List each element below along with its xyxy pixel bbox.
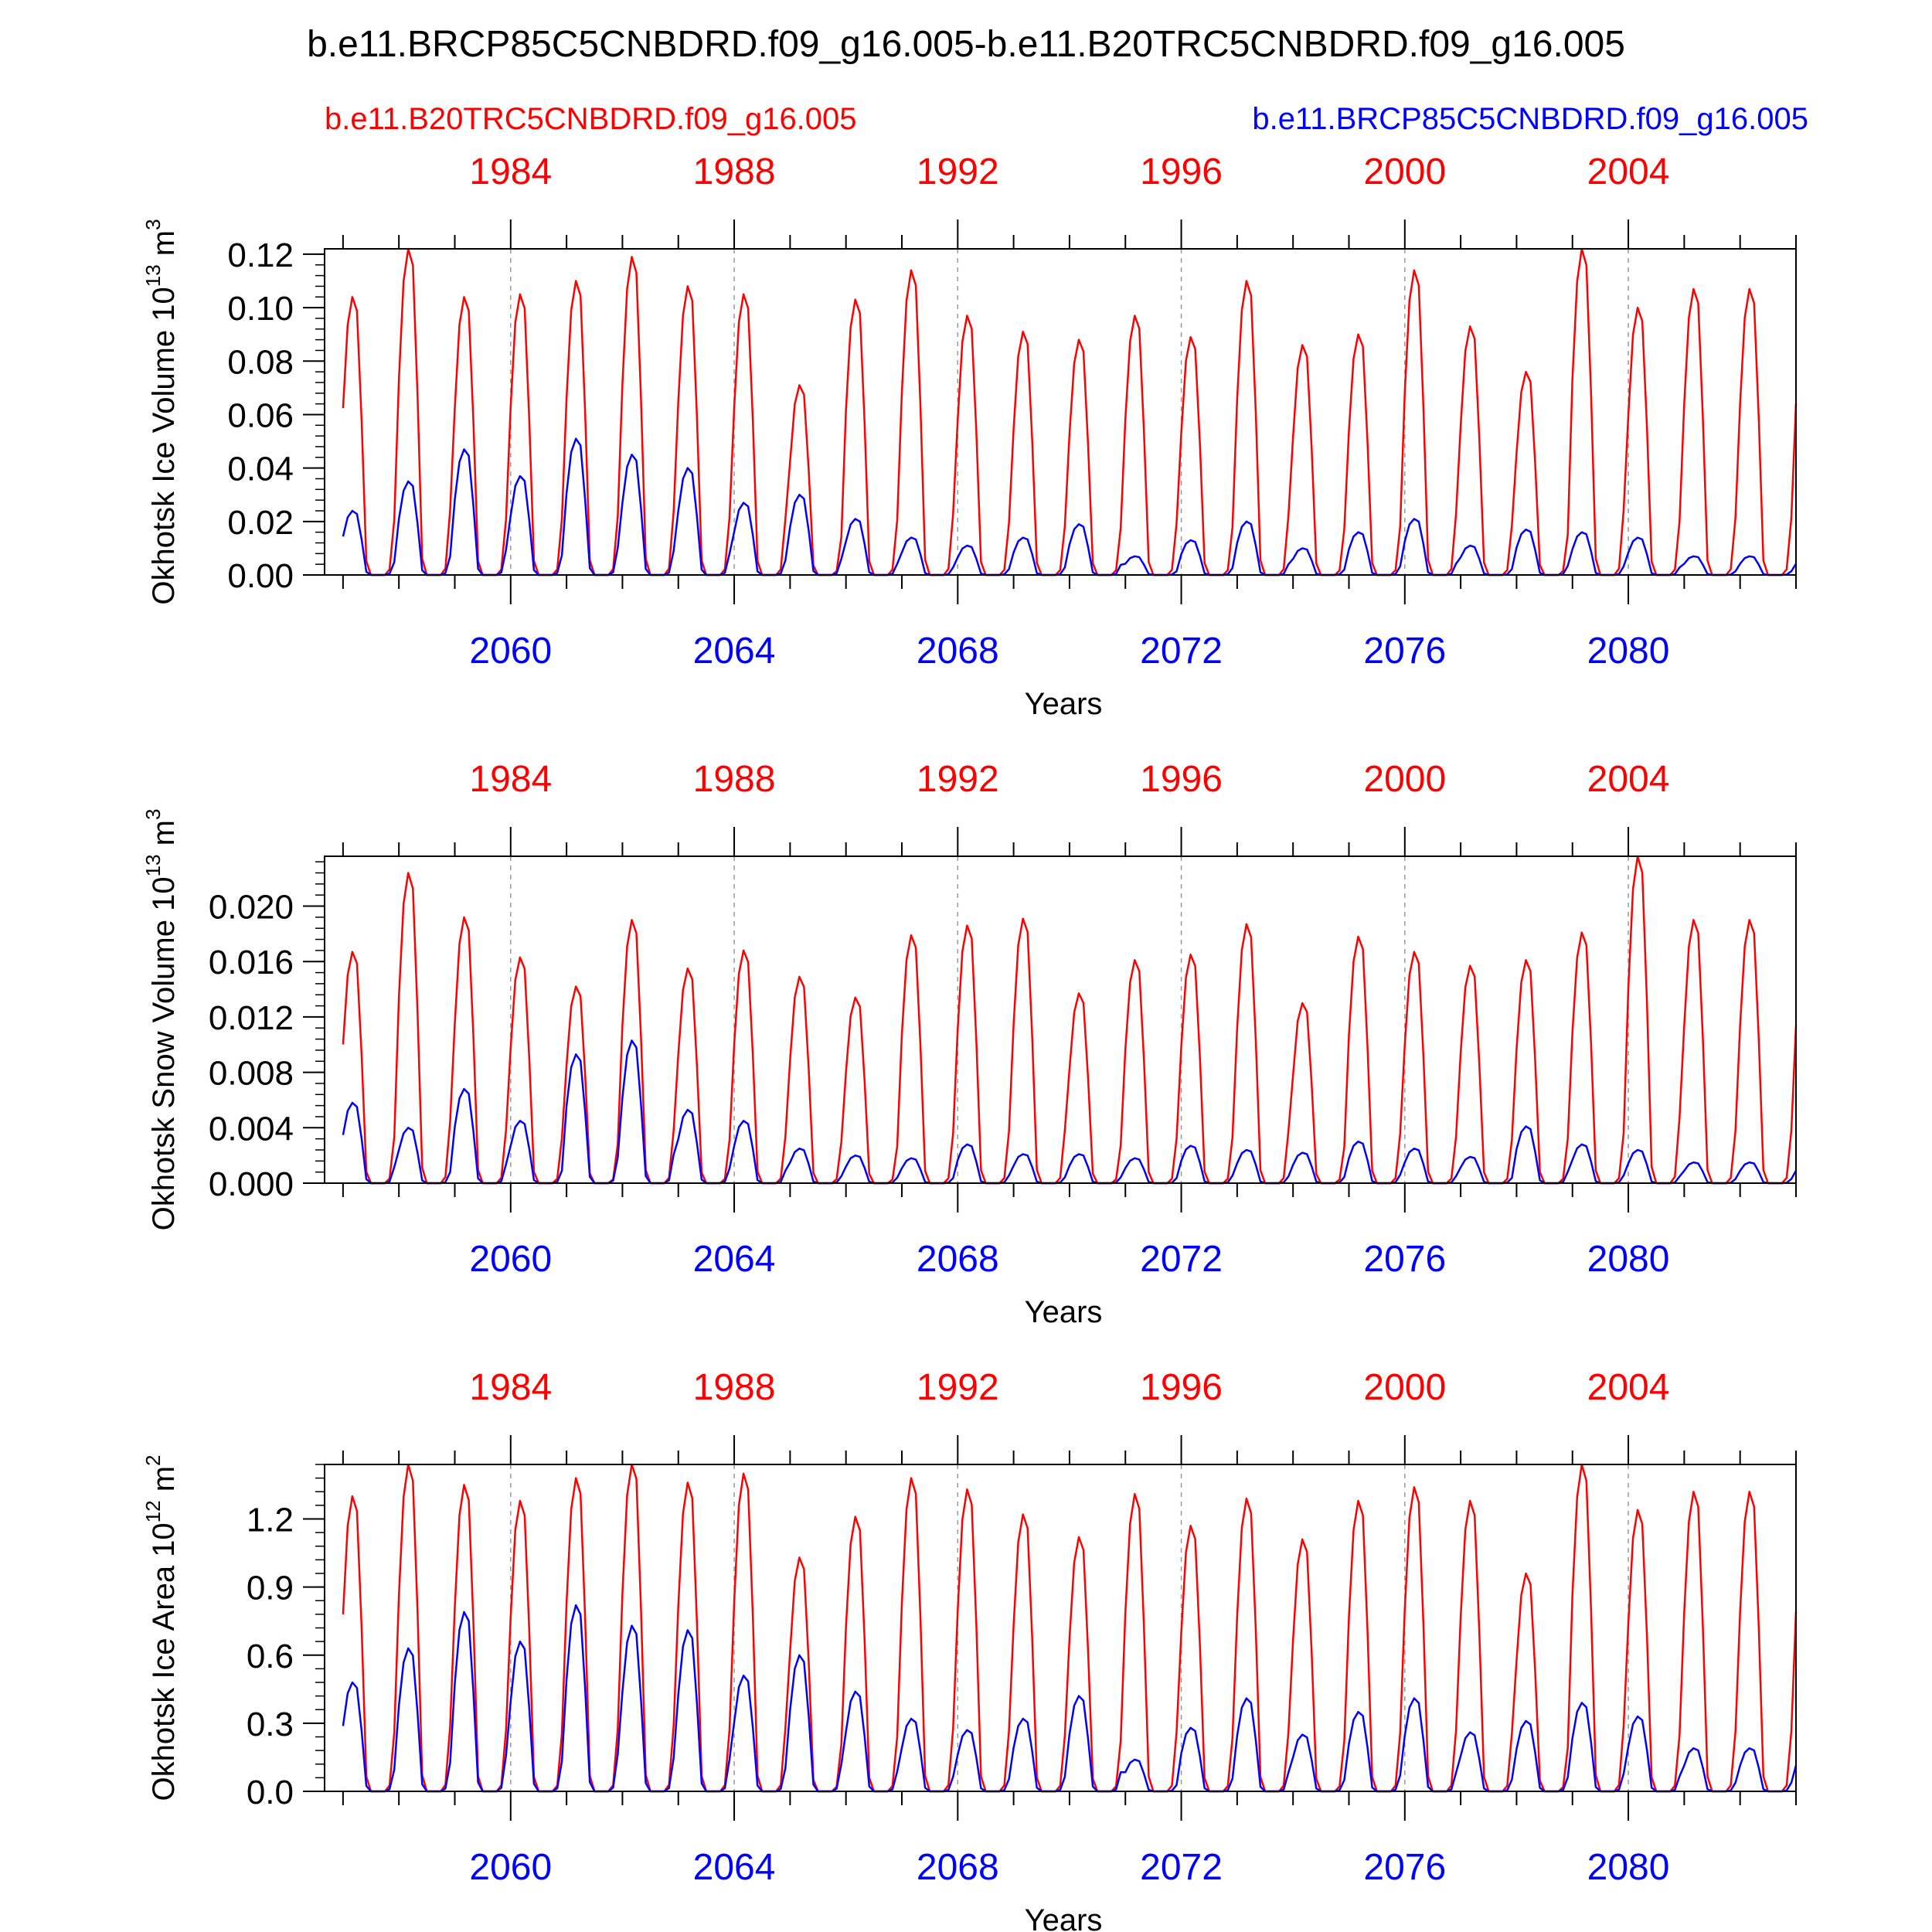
y-tick-label: 0.06 bbox=[227, 396, 294, 434]
y-tick-label: 0.9 bbox=[247, 1570, 294, 1607]
y-tick-label: 0.012 bbox=[209, 999, 294, 1037]
top-axis-year-label: 1984 bbox=[469, 759, 552, 800]
y-tick-label: 0.004 bbox=[209, 1110, 294, 1148]
y-tick-label: 0.008 bbox=[209, 1055, 294, 1093]
bottom-axis-year-label: 2076 bbox=[1363, 1239, 1446, 1280]
bottom-axis-year-label: 2068 bbox=[917, 631, 999, 672]
y-tick-label: 0.020 bbox=[209, 889, 294, 927]
y-tick-label: 0.016 bbox=[209, 944, 294, 981]
y-tick-label: 0.02 bbox=[227, 504, 294, 542]
panel-ice-area: 0.0 0.3 0.6 0.9 1.2 Okhotsk Ice Area 1012 m2 1… bbox=[141, 1367, 1798, 1932]
top-axis-year-label: 1988 bbox=[693, 1367, 776, 1408]
bottom-axis-year-label: 2080 bbox=[1587, 1239, 1670, 1280]
series-line-historical bbox=[342, 247, 1798, 577]
bottom-axis-year-label: 2076 bbox=[1363, 1847, 1446, 1888]
bottom-axis-year-label: 2060 bbox=[469, 1847, 552, 1888]
y-tick-label: 0.3 bbox=[247, 1706, 294, 1743]
x-axis-label: Years bbox=[1025, 1903, 1103, 1932]
top-axis-year-label: 2004 bbox=[1587, 151, 1670, 192]
top-axis-year-label: 1988 bbox=[693, 151, 776, 192]
plot-frame bbox=[324, 1464, 1797, 1792]
y-axis-label: Okhotsk Ice Volume 1013 m3 bbox=[141, 219, 181, 604]
y-tick-label: 0.04 bbox=[227, 451, 294, 488]
bottom-axis-year-label: 2064 bbox=[693, 1847, 776, 1888]
top-axis-year-label: 1984 bbox=[469, 151, 552, 192]
plot-frame bbox=[324, 855, 1797, 1184]
bottom-axis-year-label: 2072 bbox=[1140, 631, 1223, 672]
bottom-axis-year-label: 2060 bbox=[469, 1239, 552, 1280]
top-axis-year-label: 1988 bbox=[693, 759, 776, 800]
y-tick-label: 0.6 bbox=[247, 1638, 294, 1675]
y-tick-label: 0.00 bbox=[227, 557, 294, 595]
top-axis-year-label: 1996 bbox=[1140, 1367, 1223, 1408]
top-axis-year-label: 2004 bbox=[1587, 759, 1670, 800]
legend-future-label: b.e11.BRCP85C5CNBDRD.f09_g16.005 bbox=[1252, 102, 1808, 136]
top-axis-year-label: 1992 bbox=[917, 1367, 999, 1408]
y-tick-label: 0.12 bbox=[227, 236, 294, 274]
series-line-future bbox=[342, 437, 1798, 577]
y-tick-label: 0.000 bbox=[209, 1165, 294, 1203]
bottom-axis-year-label: 2072 bbox=[1140, 1239, 1223, 1280]
top-axis-year-label: 1984 bbox=[469, 1367, 552, 1408]
top-axis-year-label: 1992 bbox=[917, 151, 999, 192]
bottom-axis-year-label: 2080 bbox=[1587, 631, 1670, 672]
bottom-axis-year-label: 2064 bbox=[693, 1239, 776, 1280]
y-axis-label: Okhotsk Snow Volume 1013 m3 bbox=[141, 809, 181, 1231]
top-axis-year-label: 1996 bbox=[1140, 759, 1223, 800]
y-tick-label: 1.2 bbox=[247, 1502, 294, 1539]
y-tick-label: 0.10 bbox=[227, 290, 294, 328]
top-axis-year-label: 2000 bbox=[1363, 151, 1446, 192]
top-axis-year-label: 2000 bbox=[1363, 1367, 1446, 1408]
bottom-axis-year-label: 2068 bbox=[917, 1847, 999, 1888]
bottom-axis-year-label: 2060 bbox=[469, 631, 552, 672]
top-axis-year-label: 2000 bbox=[1363, 759, 1446, 800]
legend-historical-label: b.e11.B20TRC5CNBDRD.f09_g16.005 bbox=[325, 102, 857, 136]
bottom-axis-year-label: 2068 bbox=[917, 1239, 999, 1280]
bottom-axis-year-label: 2080 bbox=[1587, 1847, 1670, 1888]
y-tick-label: 0.0 bbox=[247, 1774, 294, 1811]
plot-frame bbox=[324, 248, 1797, 576]
panel-snow-volume: 0.000 0.004 0.008 0.012 0.016 0.020 Okhotsk Sn… bbox=[141, 759, 1798, 1329]
bottom-axis-year-label: 2072 bbox=[1140, 1847, 1223, 1888]
top-axis-year-label: 1996 bbox=[1140, 151, 1223, 192]
bottom-axis-year-label: 2064 bbox=[693, 631, 776, 672]
bottom-axis-year-label: 2076 bbox=[1363, 631, 1446, 672]
top-axis-year-label: 2004 bbox=[1587, 1367, 1670, 1408]
y-axis-label: Okhotsk Ice Area 1012 m2 bbox=[141, 1454, 181, 1801]
figure-title: b.e11.BRCP85C5CNBDRD.f09_g16.005-b.e11.B… bbox=[307, 24, 1625, 65]
y-tick-label: 0.08 bbox=[227, 343, 294, 381]
series-line-historical bbox=[342, 855, 1798, 1185]
top-axis-year-label: 1992 bbox=[917, 759, 999, 800]
x-axis-label: Years bbox=[1025, 687, 1103, 721]
x-axis-label: Years bbox=[1025, 1295, 1103, 1329]
panel-ice-volume: 0.00 0.02 0.04 0.06 0.08 0.10 0.12 Okhotsk Ice … bbox=[141, 151, 1798, 721]
